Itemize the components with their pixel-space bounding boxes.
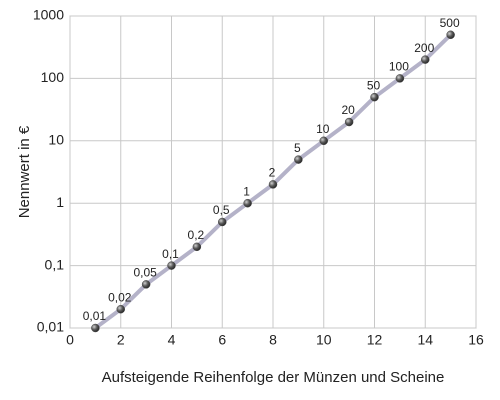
data-label: 0,05 [133, 266, 157, 280]
x-tick-label: 8 [269, 332, 277, 348]
data-label: 0,2 [188, 228, 205, 242]
data-label: 50 [367, 78, 381, 92]
data-point [344, 117, 354, 127]
y-tick-label: 0,1 [45, 256, 65, 272]
data-label: 500 [440, 16, 460, 30]
y-axis-label: Nennwert in € [16, 125, 33, 218]
data-point [446, 30, 455, 40]
data-label: 200 [414, 41, 434, 55]
data-point [370, 92, 379, 102]
data-label: 100 [389, 60, 409, 74]
y-tick-label: 1 [56, 194, 64, 210]
data-label: 0,01 [83, 309, 107, 323]
y-tick-label: 1000 [33, 7, 64, 23]
x-tick-label: 14 [417, 332, 433, 348]
data-point [294, 155, 303, 164]
x-tick-label: 2 [117, 332, 125, 348]
data-label: 5 [294, 141, 301, 155]
data-label: 2 [269, 166, 276, 180]
data-point [192, 242, 202, 252]
data-point [141, 280, 151, 289]
x-tick-label: 6 [218, 332, 226, 348]
data-point [319, 136, 328, 146]
x-tick-label: 12 [367, 332, 383, 348]
data-point [218, 217, 227, 227]
data-point [116, 304, 125, 314]
data-point [421, 55, 430, 64]
y-tick-label: 100 [41, 69, 65, 85]
data-point [268, 180, 278, 189]
x-axis-label: Aufsteigende Reihenfolge der Münzen und … [102, 369, 445, 386]
data-label: 0,1 [162, 247, 179, 261]
y-tick-label: 10 [48, 132, 64, 148]
x-tick-label: 10 [316, 332, 332, 348]
data-label: 1 [243, 184, 250, 198]
data-label: 0,5 [213, 203, 230, 217]
x-tick-label: 4 [168, 332, 176, 348]
data-point [167, 261, 176, 270]
x-tick-label: 0 [66, 332, 74, 348]
x-tick-label: 16 [468, 332, 484, 348]
y-tick-label: 0,01 [37, 319, 64, 335]
data-label: 0,02 [108, 290, 132, 304]
data-point [395, 74, 405, 83]
data-point [91, 323, 100, 333]
data-point [243, 198, 252, 208]
data-label: 10 [316, 122, 330, 136]
data-label: 20 [341, 103, 355, 117]
